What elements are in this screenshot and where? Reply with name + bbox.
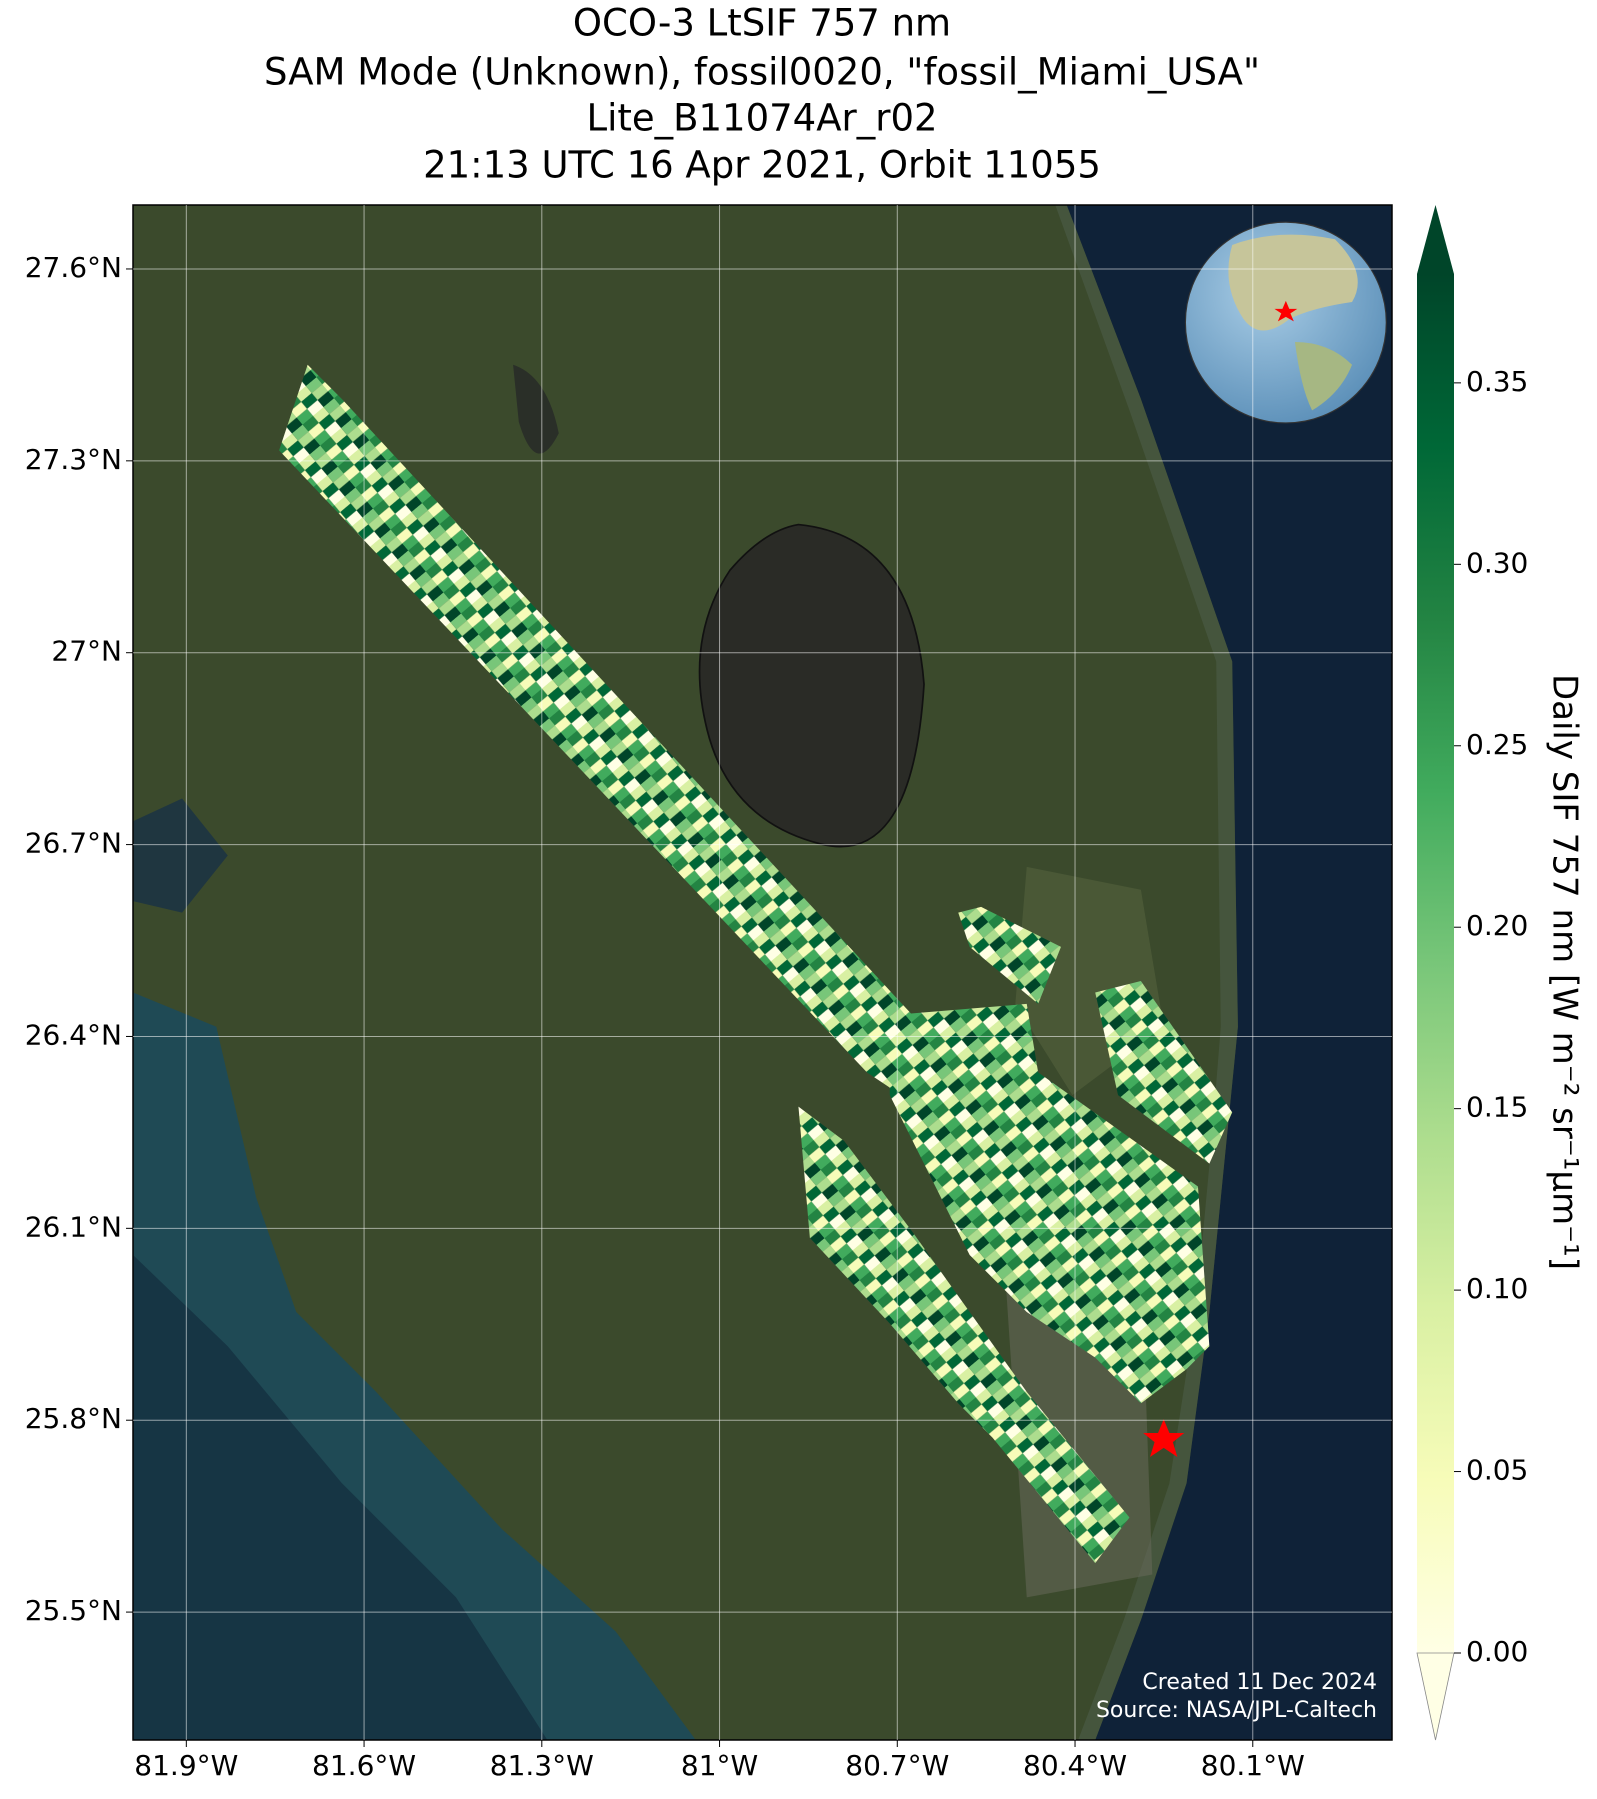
colorbar-tick-label: 0.15 [1466,1091,1528,1124]
colorbar-tick-label: 0.25 [1466,728,1528,761]
colorbar-extend-max [1417,205,1454,274]
colorbar-label: Daily SIF 757 nm [W m⁻² sr⁻¹μm⁻¹] [1545,674,1585,1270]
colorbar-tick-label: 0.35 [1466,365,1528,398]
title-line: 21:13 UTC 16 Apr 2021, Orbit 11055 [423,144,1101,187]
y-tick-label: 26.1°N [25,1210,122,1243]
y-tick-label: 25.8°N [25,1402,122,1435]
colorbar-tick-label: 0.20 [1466,909,1528,942]
colorbar-tick-label: 0.30 [1466,546,1528,579]
colorbar-tick-label: 0.05 [1466,1454,1528,1487]
y-tick-label: 25.5°N [25,1594,122,1627]
colorbar-tick-label: 0.10 [1466,1272,1528,1305]
y-tick-label: 27.6°N [25,251,122,284]
x-tick-label: 81.6°W [312,1749,416,1782]
title-line: SAM Mode (Unknown), fossil0020, "fossil_… [264,51,1260,94]
x-tick-label: 81°W [681,1749,758,1782]
map-frame [132,204,1393,1741]
title-line: OCO-3 LtSIF 757 nm [573,2,951,45]
colorbar [1417,274,1454,1653]
colorbar-tick-label: 0.00 [1466,1635,1528,1668]
y-tick-label: 27.3°N [25,443,122,476]
y-tick-label: 26.4°N [25,1018,122,1051]
x-tick-label: 81.9°W [134,1749,238,1782]
map-imagery [133,205,1392,1740]
x-tick-label: 81.3°W [490,1749,594,1782]
y-tick-label: 26.7°N [25,827,122,860]
credit: Source: NASA/JPL-Caltech [1096,1698,1377,1723]
colorbar-extend-min [1416,1652,1455,1741]
x-tick-label: 80.1°W [1201,1749,1305,1782]
y-tick-label: 27°N [51,635,122,668]
x-tick-label: 80.7°W [845,1749,949,1782]
credit: Created 11 Dec 2024 [1142,1670,1377,1695]
title-line: Lite_B11074Ar_r02 [586,97,937,140]
x-tick-label: 80.4°W [1023,1749,1127,1782]
